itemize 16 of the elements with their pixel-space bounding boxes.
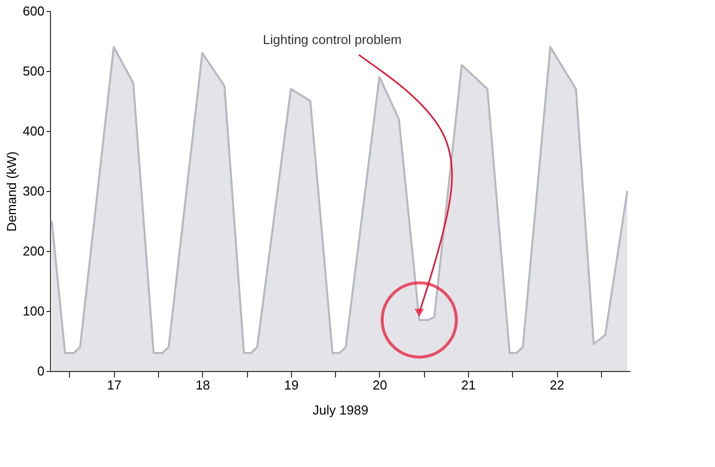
- y-tick-label: 200: [22, 244, 44, 258]
- x-axis-title: July 1989: [312, 402, 368, 418]
- annotation: Lighting control problem: [262, 32, 402, 47]
- y-tick-label: 100: [22, 304, 44, 318]
- x-tick-label: 20: [372, 378, 388, 392]
- x-tick-label: 22: [550, 378, 564, 392]
- y-tick-label: 300: [22, 184, 44, 198]
- y-tick-label: 500: [22, 64, 44, 78]
- y-tick-label: 600: [22, 4, 44, 18]
- x-tick-label: 17: [107, 378, 122, 392]
- x-tick-label: 18: [196, 378, 210, 392]
- y-tick-label: 0: [37, 364, 44, 378]
- x-tick-label: 19: [284, 378, 299, 392]
- x-tick-label: 21: [461, 378, 476, 392]
- y-axis-title: Demand (kW): [4, 151, 19, 232]
- y-tick-label: 400: [22, 124, 44, 138]
